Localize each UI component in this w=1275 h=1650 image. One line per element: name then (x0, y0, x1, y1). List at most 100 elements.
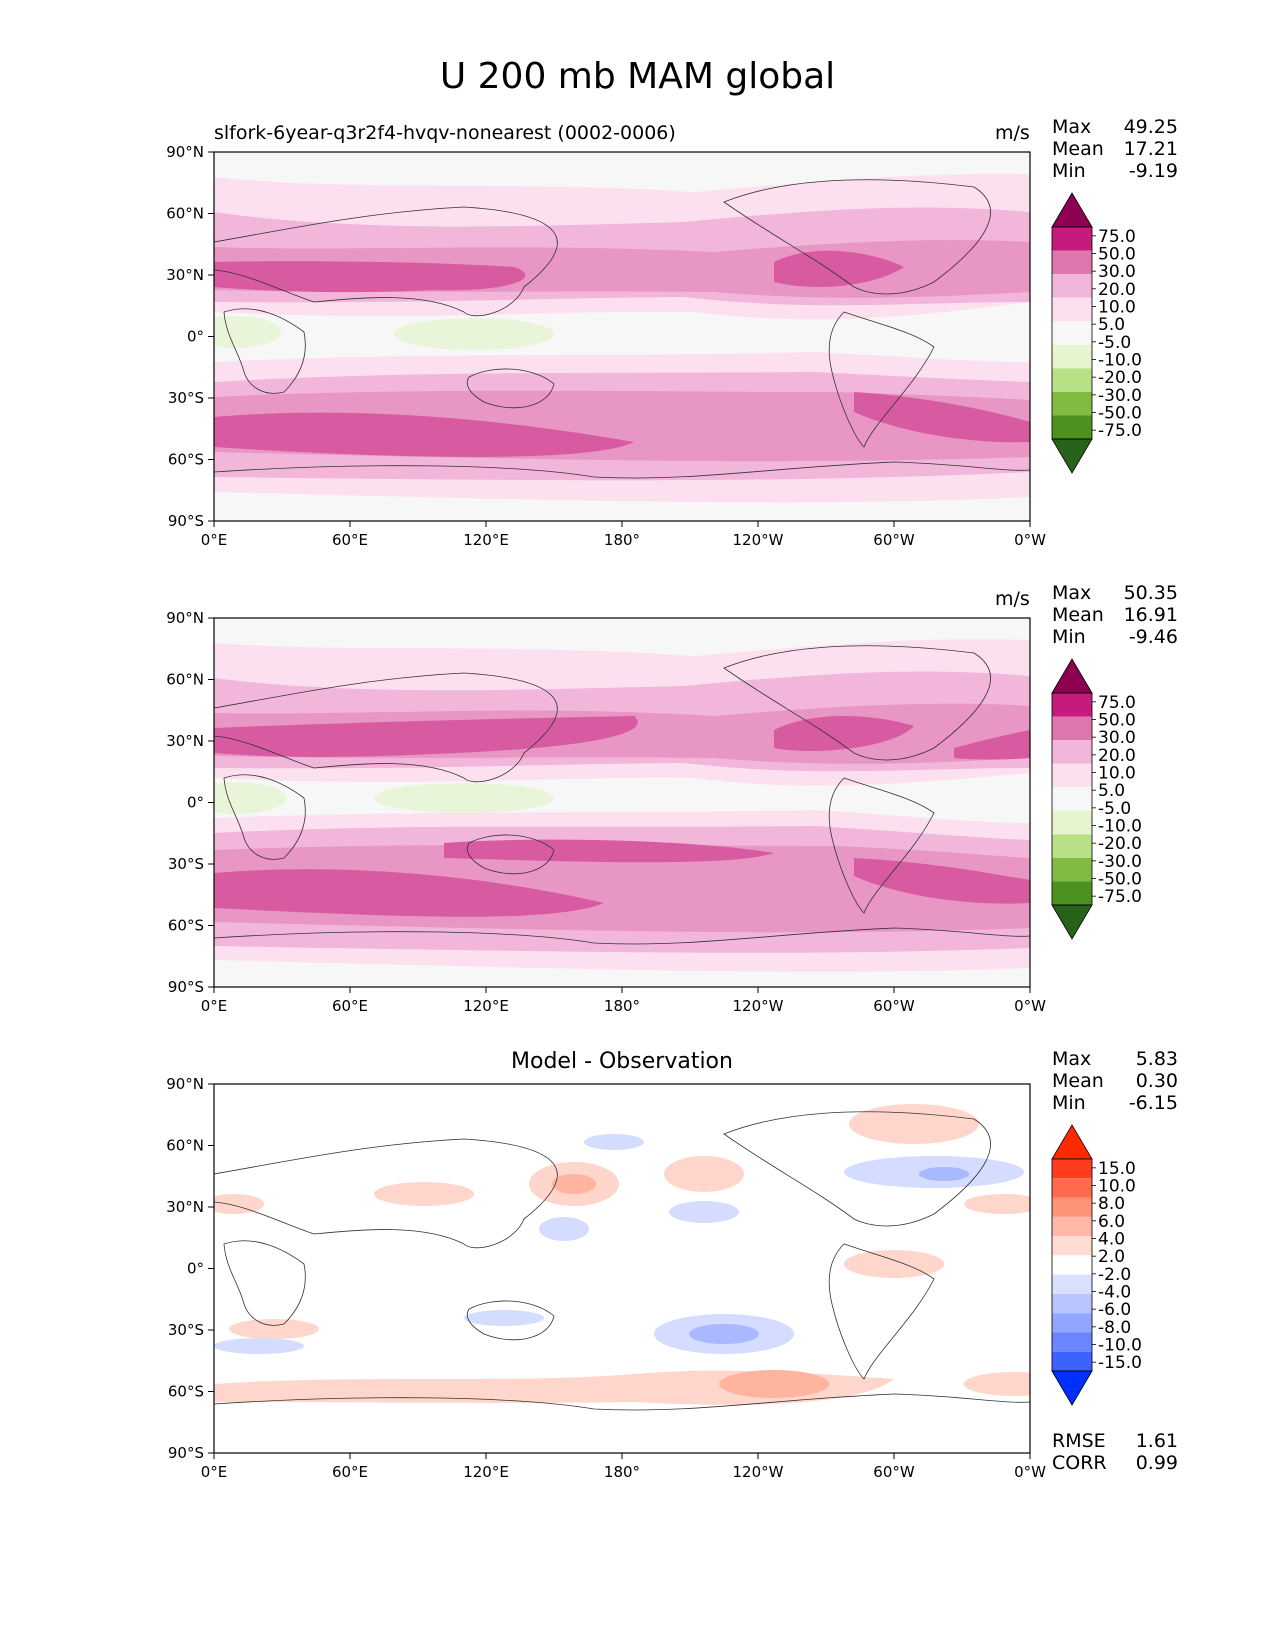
coast-eurasia (214, 672, 558, 783)
colorbar-swatch (1052, 250, 1092, 275)
neg-anomaly-2-core (919, 1167, 969, 1181)
y-tick-label: 90°N (166, 609, 204, 627)
neg-anomaly-4 (214, 1338, 304, 1354)
colorbar-swatch (1052, 274, 1092, 298)
panel-2-max-value: 50.35 (1123, 582, 1178, 604)
sh-jet-core-indian (214, 869, 604, 917)
colorbar-label: 50.0 (1098, 245, 1136, 265)
colorbar-swatch (1052, 1236, 1092, 1256)
x-tick-label: 180° (604, 997, 640, 1015)
colorbar-swatch (1052, 227, 1092, 251)
coast-africa (223, 1240, 306, 1326)
colorbar-frame (1051, 692, 1093, 906)
colorbar-swatch (1052, 834, 1092, 858)
colorbar-swatch (1052, 415, 1092, 439)
panel-1-mean-label: Mean (1052, 138, 1104, 160)
pos-anomaly-7 (214, 1194, 264, 1214)
panel-3-frame (213, 1083, 1031, 1454)
panel-2-map (214, 618, 1030, 987)
panel-2-colorbar: 75.050.030.020.010.05.0-5.0-10.0-20.0-30… (1051, 658, 1142, 940)
colorbar-top-extend (1051, 1124, 1093, 1160)
colorbar-swatch (1052, 1216, 1092, 1237)
nh-jet-core-pacific (774, 250, 904, 287)
x-tick-label: 60°E (332, 997, 368, 1015)
colorbar-label: -8.0 (1098, 1318, 1131, 1338)
sh-jet-core-atlantic (854, 392, 1030, 443)
y-tick-label: 90°S (168, 978, 204, 996)
nh-jet-core-atlantic (954, 730, 1030, 760)
coast-antarctica (214, 1393, 1030, 1411)
colorbar-label: 15.0 (1098, 1159, 1136, 1179)
neg-anomaly-7 (584, 1134, 644, 1150)
coast-australia (466, 1300, 555, 1341)
coast-australia (466, 368, 555, 409)
panel-3-axes: 90°N 60°N 30°N 0° 30°S 60°S 90°S0°E 60°E 120°E 18… (166, 1075, 1046, 1481)
colorbar-label: -4.0 (1098, 1283, 1131, 1303)
panel-3-colorbar: 15.010.08.06.04.02.0-2.0-4.0-6.0-8.0-10.… (1051, 1124, 1142, 1406)
coast-africa (223, 308, 306, 394)
x-tick-label: 180° (604, 1463, 640, 1481)
panel-3-max-value: 5.83 (1135, 1048, 1178, 1070)
panel-1-max-label: Max (1052, 116, 1092, 138)
x-tick-label: 180° (604, 531, 640, 549)
colorbar-bottom-extend (1051, 438, 1093, 474)
colorbar-swatch (1052, 321, 1092, 345)
panel-2-units: m/s (995, 588, 1030, 610)
panel-1-map (214, 152, 1030, 521)
panel-1-subtitle: slfork-6year-q3r2f4-hvqv-nonearest (0002… (214, 122, 676, 144)
coast-eurasia (214, 1138, 558, 1249)
x-tick-label: 60°W (873, 997, 915, 1015)
colorbar-label: -15.0 (1098, 1353, 1142, 1373)
panel-2-min-label: Min (1052, 626, 1086, 648)
y-tick-label: 60°N (166, 671, 204, 689)
coast-antarctica (214, 461, 1030, 479)
y-tick-label: 30°S (168, 855, 204, 873)
sh-jet-band (214, 810, 1030, 972)
colorbar-label: 30.0 (1098, 728, 1136, 748)
easterly-africa (214, 316, 281, 348)
panel-3-rmse-label: RMSE (1052, 1430, 1106, 1452)
x-tick-label: 0°E (201, 531, 228, 549)
coastlines (214, 645, 1030, 945)
colorbar-label: -30.0 (1098, 852, 1142, 872)
coastlines (214, 1111, 1030, 1411)
pos-anomaly-2 (664, 1156, 744, 1192)
colorbar-label: 10.0 (1098, 764, 1136, 784)
coast-africa (223, 774, 306, 860)
x-tick-label: 0°E (201, 997, 228, 1015)
colorbar-label: -50.0 (1098, 404, 1142, 424)
y-tick-label: 0° (187, 328, 204, 346)
y-tick-label: 60°S (168, 917, 204, 935)
pos-anomaly-9 (964, 1372, 1030, 1396)
colorbar-swatch (1052, 881, 1092, 905)
colorbar-label: -30.0 (1098, 386, 1142, 406)
panel-3-corr-label: CORR (1052, 1452, 1107, 1474)
panel-3-rmse-value: 1.61 (1135, 1430, 1178, 1452)
colorbar-swatch (1052, 1293, 1092, 1314)
neg-anomaly-3 (669, 1201, 739, 1223)
y-tick-label: 0° (187, 794, 204, 812)
y-tick-label: 60°N (166, 205, 204, 223)
panel-1-min-label: Min (1052, 160, 1086, 182)
colorbar-label: 30.0 (1098, 262, 1136, 282)
x-tick-label: 120°E (463, 531, 509, 549)
y-tick-label: 90°N (166, 1075, 204, 1093)
panel-3-min-label: Min (1052, 1092, 1086, 1114)
colorbar-label: -50.0 (1098, 870, 1142, 890)
colorbar-bottom-extend (1051, 1370, 1093, 1406)
panel-1-mean-value: 17.21 (1123, 138, 1178, 160)
coast-north-america (723, 1111, 991, 1227)
x-tick-label: 0°W (1014, 531, 1046, 549)
colorbar-swatch (1052, 1197, 1092, 1217)
x-tick-label: 120°E (463, 1463, 509, 1481)
sh-jet-core-atlantic (854, 858, 1030, 904)
nh-jet-core-pacific (774, 716, 914, 752)
colorbar-swatch (1052, 1159, 1092, 1179)
y-tick-label: 30°S (168, 1321, 204, 1339)
coast-eurasia (214, 206, 558, 317)
colorbar-swatch (1052, 1332, 1092, 1352)
y-tick-label: 90°S (168, 512, 204, 530)
colorbar-label: 8.0 (1098, 1194, 1125, 1214)
positive-anomalies (214, 1104, 1030, 1405)
colorbar-top-extend (1051, 658, 1093, 694)
